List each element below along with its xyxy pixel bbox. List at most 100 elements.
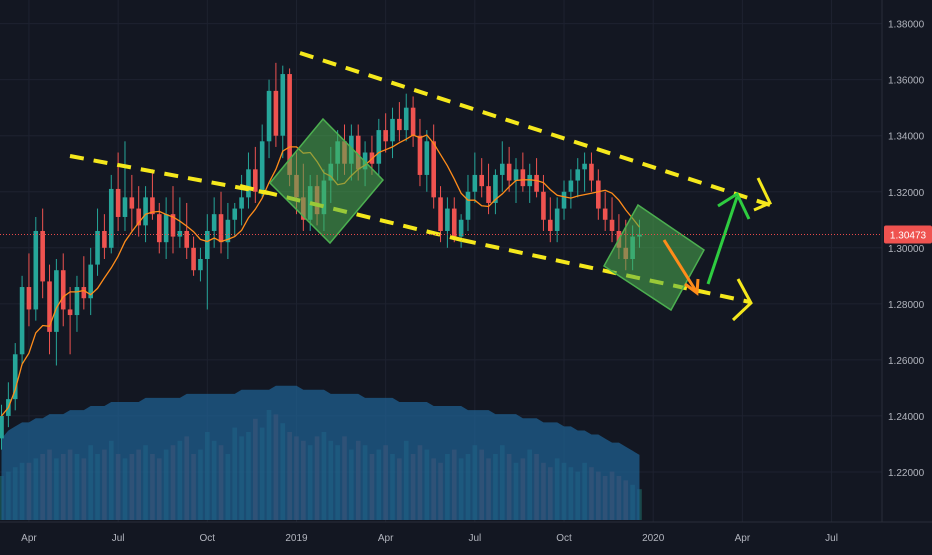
candle-body	[81, 287, 87, 299]
candle-body	[88, 264, 93, 299]
y-tick-label: 1.22000	[888, 468, 925, 479]
candle-body	[554, 208, 560, 231]
candle-body	[390, 118, 395, 142]
candle-body	[410, 107, 416, 136]
candle-body	[548, 219, 553, 231]
candle-body	[211, 214, 217, 231]
projection-arrow-up[interactable]	[706, 196, 739, 285]
candle-body	[602, 208, 608, 220]
candle-body	[102, 230, 107, 248]
candle-body	[506, 163, 512, 181]
candle-body	[582, 163, 587, 170]
x-tick-label: Jul	[112, 533, 125, 544]
candle-body	[424, 141, 430, 175]
candle-body	[74, 287, 80, 316]
candle-body	[239, 197, 244, 209]
candle-body	[156, 214, 162, 243]
candle-body	[438, 197, 443, 231]
candle-body	[493, 174, 498, 203]
candle-body	[403, 107, 409, 131]
candle-body	[479, 174, 484, 187]
candle-body	[376, 130, 382, 164]
trendline-left-upper[interactable]	[69, 154, 269, 195]
candle-body	[33, 230, 39, 310]
trendline-channel-upper[interactable]	[299, 51, 771, 207]
current-price-tag-bg	[884, 225, 932, 244]
y-tick-label: 1.30000	[888, 244, 925, 255]
trendline-channel-lower[interactable]	[461, 238, 751, 304]
candle-body	[273, 90, 279, 136]
candle-body	[486, 186, 491, 203]
annotation-drawings[interactable]	[69, 51, 773, 322]
x-tick-label: 2019	[285, 533, 308, 544]
candle-body	[527, 174, 533, 187]
candle-body	[218, 214, 224, 243]
candle-body	[177, 230, 183, 237]
candle-body	[47, 281, 52, 332]
x-tick-label: 2020	[642, 533, 665, 544]
candle-body	[67, 309, 73, 316]
candle-body	[589, 163, 594, 181]
candle-body	[60, 270, 66, 310]
candle-body	[205, 230, 210, 260]
candle-body	[170, 214, 176, 237]
candle-body	[136, 208, 141, 226]
volume-average-area	[1, 385, 640, 520]
y-tick-label: 1.28000	[888, 300, 925, 311]
candle-body	[0, 415, 4, 439]
candle-body	[143, 197, 148, 226]
candle-body	[458, 219, 464, 237]
candle-body	[568, 180, 574, 192]
candle-body	[499, 163, 505, 175]
candle-body	[417, 135, 423, 175]
x-tick-label: Jul	[825, 533, 838, 544]
candle-body	[232, 208, 238, 220]
candle-body	[575, 169, 581, 181]
candle-body	[266, 90, 272, 142]
candle-body	[225, 219, 231, 243]
x-tick-label: Apr	[735, 533, 751, 544]
channel-end-mark-upper[interactable]	[753, 177, 773, 212]
y-tick-label: 1.32000	[888, 188, 925, 199]
x-tick-label: Apr	[378, 533, 394, 544]
candle-body	[534, 174, 539, 192]
y-tick-label: 1.38000	[888, 20, 925, 31]
y-tick-label: 1.26000	[888, 356, 925, 367]
candle-body	[184, 230, 190, 248]
x-tick-label: Apr	[21, 533, 37, 544]
candle-body	[12, 354, 18, 400]
candle-body	[40, 230, 45, 282]
candle-body	[451, 208, 457, 237]
candle-body	[431, 141, 436, 198]
x-tick-label: Oct	[556, 533, 572, 544]
y-tick-label: 1.36000	[888, 76, 925, 87]
projection-arrow-up-head[interactable]	[717, 191, 751, 220]
candle-body	[596, 180, 601, 209]
candle-body	[115, 188, 121, 217]
candle-body	[355, 135, 361, 170]
candle-body	[609, 219, 615, 231]
y-tick-label: 1.24000	[888, 412, 925, 423]
candle-body	[561, 191, 567, 209]
current-price-label: 1.30473	[890, 231, 927, 242]
candle-body	[163, 214, 169, 243]
candle-body	[513, 169, 519, 181]
current-price-tag: 1.30473	[884, 225, 932, 244]
candle-body	[259, 141, 265, 192]
channel-end-mark-lower[interactable]	[731, 278, 753, 322]
candle-body	[198, 259, 203, 271]
candle-body	[280, 74, 286, 136]
projection-arrow-down-head[interactable]	[684, 278, 700, 296]
candle-body	[287, 74, 292, 175]
highlight-box-2019[interactable]	[268, 117, 385, 245]
x-tick-label: Oct	[200, 533, 216, 544]
candle-body	[108, 188, 114, 248]
candle-body	[122, 197, 128, 217]
candle-body	[150, 197, 155, 215]
projection-arrow-down[interactable]	[662, 239, 698, 292]
candle-body	[246, 169, 251, 198]
candle-body	[445, 208, 450, 231]
candle-body	[253, 169, 258, 192]
